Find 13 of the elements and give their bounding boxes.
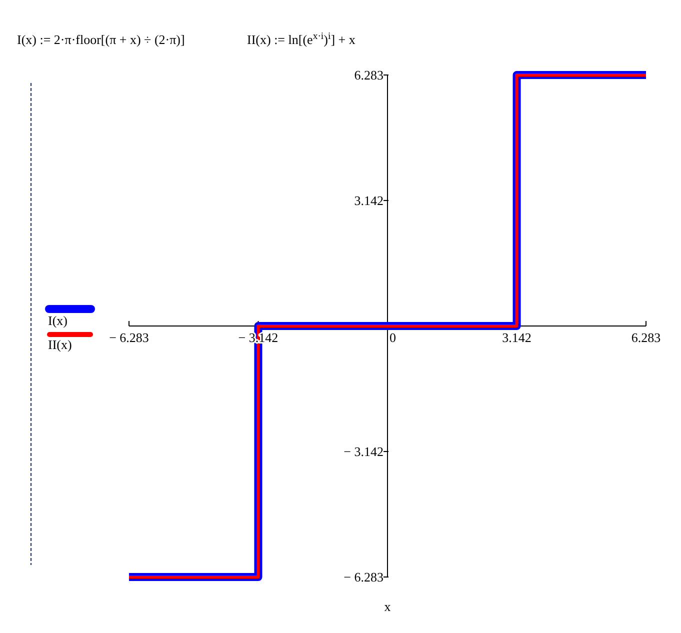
x-tick-label: 6.283 <box>631 330 661 345</box>
text: II(x) := ln[(e$^{x·i}$)$^{i}$] + x <box>247 30 356 47</box>
text: I(x) := 2·π·floor[(π + x) ÷ (2·π)] <box>17 32 185 47</box>
x-tick-label: − 6.283 <box>109 330 149 345</box>
y-tick-label: − 3.142 <box>344 444 384 460</box>
x-axis-title: x <box>384 599 392 614</box>
legend-label: II(x) <box>48 337 72 352</box>
y-tick-label: 6.283 <box>354 68 384 83</box>
y-tick-label: 3.142 <box>354 193 384 208</box>
legend-label: I(x) <box>48 313 68 328</box>
x-tick-label: 3.142 <box>502 330 532 345</box>
x-tick-label: 0 <box>390 330 396 345</box>
y-tick-label: − 6.283 <box>344 570 384 585</box>
